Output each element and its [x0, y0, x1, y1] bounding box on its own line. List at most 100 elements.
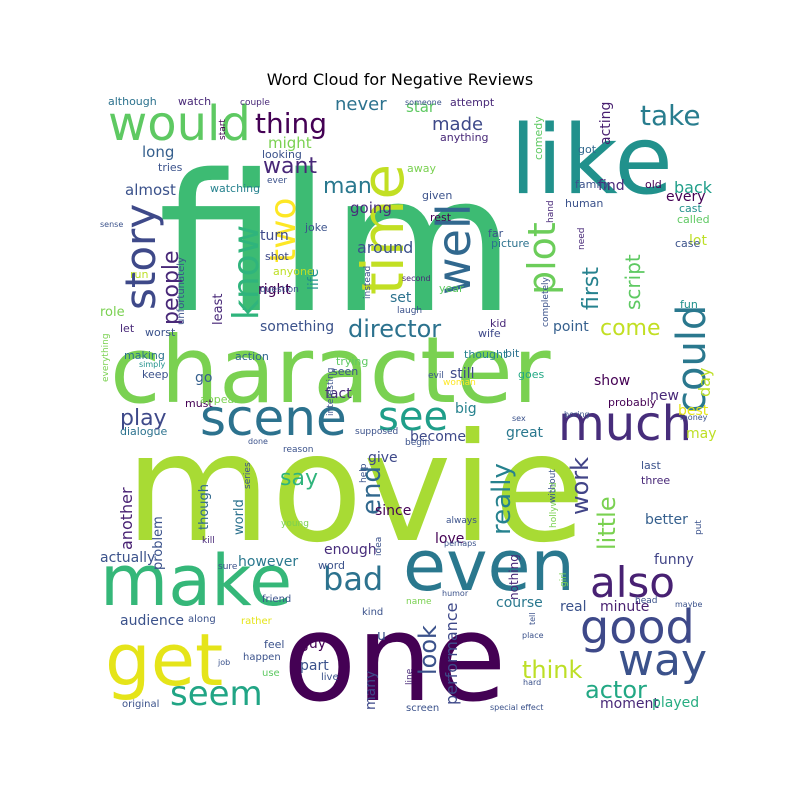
word-seem: seem	[170, 674, 263, 714]
word-question: question	[260, 285, 299, 295]
word-old: old	[645, 178, 662, 191]
word-guy: guy	[300, 636, 326, 652]
word-star: star	[406, 98, 436, 116]
word-point: point	[553, 319, 589, 335]
word-joke: joke	[304, 221, 328, 234]
word-could: could	[669, 305, 715, 413]
word-one: one	[283, 590, 506, 720]
word-bit: bit	[505, 347, 520, 360]
word-director: director	[348, 315, 441, 343]
word-perhaps: perhaps	[444, 539, 476, 548]
word-along: along	[188, 614, 216, 625]
word-put: put	[694, 520, 704, 535]
word-idea: idea	[374, 537, 384, 556]
word-case: case	[675, 237, 701, 250]
word-family: family	[575, 178, 609, 191]
word-scene: scene	[200, 389, 347, 447]
word-lot: lot	[689, 233, 707, 249]
word-got: got	[578, 143, 597, 156]
word-however: however	[238, 554, 298, 570]
word-minute: minute	[600, 599, 649, 615]
word-couple: couple	[240, 98, 270, 108]
word-plot: plot	[520, 222, 564, 295]
word-thought: thought	[464, 348, 508, 361]
word-three: three	[641, 474, 670, 487]
word-probably: probably	[608, 396, 657, 409]
word-year: year	[439, 282, 464, 295]
word-script: script	[621, 254, 645, 310]
word-making: making	[124, 349, 165, 362]
word-special-effect: special effect	[490, 703, 543, 712]
word-first: first	[579, 267, 604, 310]
word-word: word	[318, 559, 345, 572]
word-girl: girl	[559, 573, 569, 587]
word-problem: problem	[151, 516, 166, 570]
word-two: two	[263, 197, 304, 263]
word-end: end	[357, 466, 387, 515]
word-cloud: film movie one character like even make get time…	[100, 95, 720, 720]
word-want: want	[263, 154, 317, 179]
word-sense: sense	[100, 220, 123, 229]
word-interesting: interesting	[326, 368, 336, 416]
word-fact: fact	[325, 386, 352, 402]
word-time: time	[349, 164, 417, 295]
word-humor: humor	[442, 589, 469, 598]
word-laugh: laugh	[397, 306, 422, 316]
word-friend: friend	[262, 594, 291, 605]
word-live: live	[321, 672, 339, 683]
word-original: original	[122, 699, 159, 710]
word-people: people	[159, 250, 184, 325]
word-might: might	[268, 134, 312, 152]
word-goes: goes	[518, 368, 544, 381]
word-funny: funny	[654, 552, 694, 568]
word-actor: actor	[585, 676, 647, 704]
word-world: world	[232, 499, 247, 535]
word-well: well	[427, 204, 481, 295]
word-new: new	[650, 388, 679, 404]
word-back: back	[674, 178, 713, 197]
word-screen: screen	[406, 703, 439, 714]
word-still: still	[450, 366, 474, 382]
word-know: know	[226, 225, 267, 320]
word-kid: kid	[490, 317, 506, 330]
word-reason: reason	[283, 445, 313, 455]
word-least: least	[211, 294, 226, 325]
word-place: place	[522, 631, 544, 640]
word-get: get	[105, 618, 223, 702]
word-seen: seen	[332, 365, 358, 378]
word-given: given	[422, 189, 452, 202]
word-anything: anything	[440, 131, 489, 144]
word-rest: rest	[430, 211, 452, 224]
word-hand: hand	[546, 200, 556, 223]
word-may: may	[686, 426, 717, 442]
word-without: without	[548, 469, 558, 503]
word-supposed: supposed	[355, 427, 398, 437]
word-life: life	[306, 269, 322, 290]
word-maybe: maybe	[675, 600, 703, 609]
word-tries: tries	[158, 161, 183, 174]
word-keep: keep	[142, 368, 169, 381]
word-better: better	[645, 512, 688, 528]
word-comedy: comedy	[532, 116, 545, 160]
chart-title: Word Cloud for Negative Reviews	[266, 70, 534, 89]
word-actually: actually	[100, 550, 155, 566]
word-job: job	[217, 658, 230, 667]
word-turn: turn	[260, 228, 289, 244]
word-like: like	[510, 106, 673, 216]
word-cast: cast	[679, 202, 703, 215]
word-character: character	[110, 317, 551, 424]
word-line: line	[405, 668, 415, 685]
word-human: human	[565, 197, 603, 210]
word-woman: woman	[443, 378, 476, 388]
word-best: best	[678, 403, 709, 419]
word-start: start	[218, 119, 228, 140]
word-become: become	[410, 429, 466, 445]
word-day: day	[695, 368, 714, 397]
word-great: great	[506, 425, 544, 441]
word-money: money	[680, 413, 708, 422]
word-another: another	[117, 487, 136, 550]
word-something: something	[260, 319, 334, 335]
word-come: come	[600, 316, 661, 341]
word-man: man	[323, 174, 372, 199]
